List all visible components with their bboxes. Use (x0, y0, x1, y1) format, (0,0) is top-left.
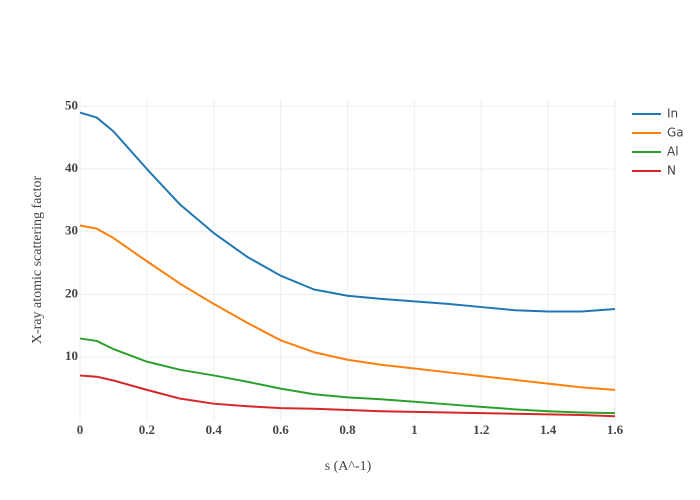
y-tick-label: 30 (65, 223, 78, 238)
x-tick-label: 1.6 (607, 422, 624, 437)
line (79, 374, 616, 418)
legend-label: In (667, 107, 678, 121)
x-tick-label: 1.4 (540, 422, 557, 437)
legend-label: N (667, 164, 676, 178)
x-tick-label: 0.4 (206, 422, 223, 437)
x-tick-label: 0.8 (339, 422, 356, 437)
x-tick-label: 0.6 (273, 422, 290, 437)
line (79, 111, 616, 313)
y-axis-label: X-ray atomic scattering factor (30, 176, 45, 345)
x-tick-label: 1 (411, 422, 418, 437)
x-axis-label: s (A^-1) (325, 459, 372, 474)
y-tick-label: 40 (65, 160, 78, 175)
line (79, 224, 616, 391)
y-tick-label: 50 (65, 97, 78, 112)
y-tick-label: 20 (65, 285, 78, 300)
x-tick-label: 1.2 (473, 422, 489, 437)
legend-label: Al (667, 145, 679, 159)
x-tick-label: 0.2 (139, 422, 155, 437)
legend-label: Ga (667, 126, 684, 140)
x-tick-label: 0 (77, 422, 84, 437)
line (79, 337, 616, 415)
y-tick-label: 10 (65, 348, 78, 363)
